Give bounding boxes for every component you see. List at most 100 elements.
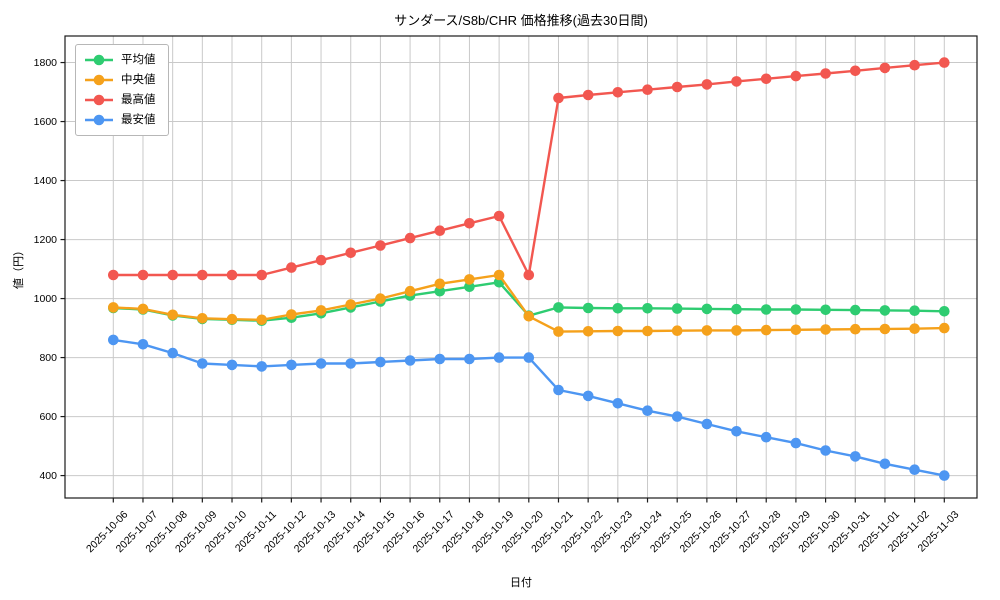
- data-point: [375, 293, 386, 304]
- data-point: [493, 269, 505, 281]
- data-point: [701, 79, 713, 90]
- data-point: [850, 304, 861, 316]
- data-point: [790, 324, 802, 336]
- data-point: [523, 269, 535, 281]
- legend-label: 中央値: [121, 74, 156, 86]
- data-point: [167, 269, 178, 281]
- data-point: [909, 464, 920, 476]
- data-point: [790, 437, 802, 449]
- data-point: [879, 323, 891, 335]
- data-point: [790, 304, 802, 315]
- data-point: [731, 303, 742, 315]
- data-point: [137, 339, 149, 350]
- data-point: [197, 313, 208, 324]
- data-point: [850, 323, 861, 335]
- data-point: [226, 359, 238, 371]
- data-point: [226, 269, 238, 281]
- data-point: [108, 269, 119, 281]
- data-point: [909, 323, 920, 335]
- data-point: [850, 451, 861, 462]
- data-point: [820, 324, 831, 335]
- data-point: [434, 278, 446, 290]
- data-point: [582, 89, 594, 101]
- data-point: [939, 470, 950, 481]
- data-point: [582, 326, 594, 337]
- data-point: [850, 65, 861, 77]
- data-point: [790, 70, 802, 82]
- data-point: [167, 347, 178, 359]
- plot-border: [64, 35, 978, 499]
- legend-label: 最安値: [121, 114, 156, 126]
- data-point: [553, 302, 564, 313]
- data-point: [760, 431, 772, 443]
- y-tick-label: 400: [39, 470, 57, 482]
- data-point: [612, 325, 624, 337]
- y-tick-label: 800: [39, 352, 57, 364]
- legend-marker: [85, 54, 113, 66]
- legend: 平均値中央値最高値最安値: [75, 44, 169, 136]
- data-point: [375, 240, 386, 251]
- data-point: [197, 358, 208, 369]
- y-tick-label: 600: [39, 411, 57, 423]
- legend-item-最安値: 最安値: [84, 112, 156, 128]
- legend-marker: [85, 74, 113, 86]
- legend-item-平均値: 平均値: [84, 52, 156, 68]
- data-point: [315, 254, 327, 266]
- data-point: [939, 306, 950, 317]
- chart-title: サンダース/S8b/CHR 価格推移(過去30日間): [394, 13, 648, 28]
- data-point: [315, 358, 327, 369]
- data-point: [760, 73, 772, 85]
- data-point: [286, 262, 297, 273]
- data-point: [731, 426, 742, 437]
- y-tick-label: 1600: [34, 116, 58, 128]
- data-point: [523, 311, 535, 322]
- data-point: [671, 325, 683, 337]
- data-point: [642, 405, 653, 417]
- data-point: [493, 352, 505, 363]
- data-point: [553, 326, 564, 337]
- legend-label: 平均値: [121, 54, 156, 66]
- data-point: [137, 269, 149, 281]
- data-point: [464, 218, 475, 229]
- data-point: [701, 418, 713, 430]
- data-point: [404, 355, 416, 366]
- data-point: [167, 309, 178, 321]
- data-point: [642, 84, 653, 95]
- data-point: [939, 57, 950, 68]
- data-point: [256, 361, 268, 372]
- y-tick-label: 1200: [34, 234, 58, 246]
- data-point: [671, 411, 683, 422]
- legend-item-最高値: 最高値: [84, 92, 156, 108]
- legend-marker: [85, 114, 113, 126]
- data-point: [345, 247, 357, 259]
- data-point: [434, 225, 446, 236]
- data-point: [760, 304, 772, 315]
- data-point: [108, 334, 119, 346]
- data-point: [701, 303, 713, 315]
- data-point: [404, 232, 416, 244]
- data-point: [701, 325, 713, 336]
- data-point: [315, 305, 327, 316]
- data-point: [879, 62, 891, 74]
- data-point: [464, 281, 475, 293]
- data-point: [345, 299, 357, 310]
- data-point: [642, 303, 653, 314]
- data-point: [731, 325, 742, 336]
- data-point: [820, 445, 831, 456]
- data-point: [642, 325, 653, 337]
- data-point: [256, 269, 268, 281]
- data-point: [493, 210, 505, 222]
- data-point: [226, 313, 238, 325]
- data-point: [820, 304, 831, 316]
- data-point: [464, 353, 475, 365]
- data-point: [434, 285, 446, 297]
- data-point: [879, 305, 891, 316]
- data-point: [256, 314, 268, 326]
- data-point: [375, 356, 386, 368]
- data-point: [612, 87, 624, 98]
- data-point: [464, 274, 475, 285]
- data-point: [286, 309, 297, 320]
- data-point: [404, 285, 416, 297]
- y-tick-label: 1800: [34, 57, 58, 69]
